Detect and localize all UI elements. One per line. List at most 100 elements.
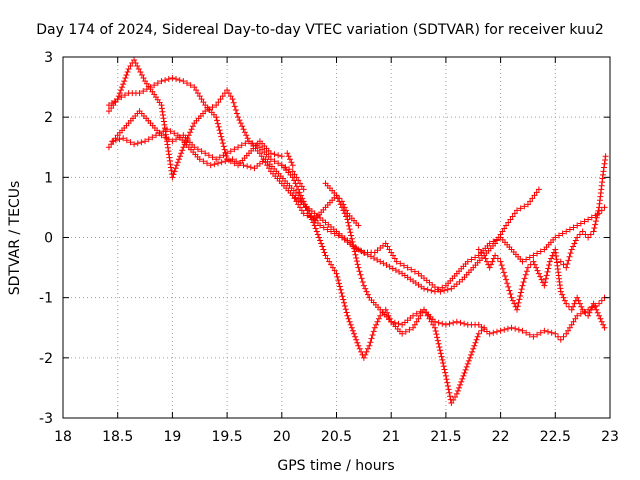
data-point (389, 265, 396, 272)
data-point (434, 337, 441, 344)
data-point (198, 148, 205, 155)
data-point (174, 159, 181, 166)
data-point (220, 152, 227, 159)
data-point (462, 366, 469, 373)
data-point (577, 310, 584, 317)
data-point (345, 222, 352, 229)
data-point (178, 150, 185, 157)
data-point (437, 347, 444, 354)
data-point (482, 255, 489, 262)
data-point (472, 254, 479, 261)
data-point (529, 195, 536, 202)
data-point (533, 264, 540, 271)
data-point (205, 152, 212, 159)
data-point (291, 195, 298, 202)
data-point (566, 253, 573, 260)
data-point (439, 284, 446, 291)
data-point (163, 126, 170, 133)
data-point (370, 328, 377, 335)
data-point (526, 331, 533, 338)
data-point (396, 268, 403, 275)
data-point (138, 139, 145, 146)
data-point (402, 328, 409, 335)
data-point (333, 270, 340, 277)
data-point (555, 333, 562, 340)
data-point (595, 207, 602, 214)
data-point (120, 135, 127, 142)
data-point (570, 318, 577, 325)
data-point (560, 261, 567, 268)
data-point (371, 324, 378, 331)
data-point (557, 258, 564, 265)
data-point (369, 331, 376, 338)
data-point (230, 99, 237, 106)
data-point (222, 158, 229, 165)
y-tick-label: -1 (39, 291, 53, 307)
data-point (167, 128, 174, 135)
data-point (557, 336, 564, 343)
data-point (424, 286, 431, 293)
data-point (191, 84, 198, 91)
data-point (507, 216, 514, 223)
data-point (514, 207, 521, 214)
data-point (444, 383, 451, 390)
data-point (565, 327, 572, 334)
data-point (453, 390, 460, 397)
data-point (321, 249, 328, 256)
series-satellite-track-5 (278, 162, 488, 406)
data-point (307, 213, 314, 220)
data-point (236, 117, 243, 124)
data-point (351, 248, 358, 255)
data-point (544, 268, 551, 275)
data-point (326, 258, 333, 265)
data-point (464, 258, 471, 265)
data-point (557, 288, 564, 295)
data-point (397, 260, 404, 267)
data-point (125, 66, 132, 73)
data-point (142, 138, 149, 145)
data-point (105, 108, 112, 115)
data-point (602, 157, 609, 164)
data-point (507, 291, 514, 298)
data-point (431, 324, 438, 331)
data-point (289, 174, 296, 181)
data-point (593, 214, 600, 221)
data-point (490, 329, 497, 336)
data-point (241, 129, 248, 136)
data-point (311, 222, 318, 229)
data-point (578, 303, 585, 310)
data-point (278, 153, 285, 160)
data-point (563, 264, 570, 271)
data-point (463, 363, 470, 370)
data-point (110, 102, 117, 109)
data-point (410, 324, 417, 331)
y-axis-label: SDTVAR / TECUs (7, 181, 23, 296)
data-point (225, 90, 232, 97)
data-point (594, 211, 601, 218)
data-point (131, 141, 138, 148)
data-point (240, 126, 247, 133)
data-point (411, 268, 418, 275)
data-point (136, 90, 143, 97)
data-point (218, 159, 225, 166)
y-tick-label: 0 (44, 231, 53, 247)
data-point (237, 120, 244, 127)
data-point (200, 99, 207, 106)
data-point (338, 204, 345, 211)
data-point (362, 285, 369, 292)
data-point (579, 306, 586, 313)
data-point (563, 330, 570, 337)
data-point (217, 130, 224, 137)
data-point (483, 258, 490, 265)
data-point (546, 262, 553, 269)
data-point (187, 82, 194, 89)
data-point (457, 319, 464, 326)
data-point (328, 261, 335, 268)
data-point (577, 220, 584, 227)
data-point (517, 205, 524, 212)
data-point (559, 230, 566, 237)
data-point (213, 156, 220, 163)
data-point (448, 399, 455, 406)
data-point (590, 228, 597, 235)
data-point (472, 339, 479, 346)
